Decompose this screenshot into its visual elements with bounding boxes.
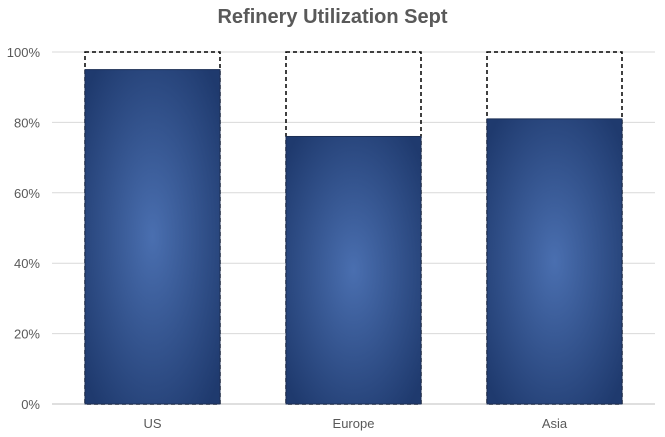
y-tick-label: 20% [14, 327, 40, 342]
bar-us [84, 69, 221, 405]
chart-title: Refinery Utilization Sept [217, 6, 448, 28]
category-labels: US Europe Asia [143, 416, 567, 431]
bars [84, 51, 623, 405]
y-tick-label: 40% [14, 256, 40, 271]
y-tick-label: 0% [21, 397, 40, 412]
y-tick-label: 100% [7, 45, 41, 60]
bar-asia [486, 118, 623, 405]
x-tick-label: Europe [333, 416, 375, 431]
y-tick-label: 60% [14, 186, 40, 201]
axis-labels: 0% 20% 40% 60% 80% 100% [7, 45, 41, 412]
x-tick-label: US [143, 416, 161, 431]
bar-europe [285, 135, 422, 405]
y-tick-label: 80% [14, 115, 40, 130]
x-tick-label: Asia [542, 416, 568, 431]
